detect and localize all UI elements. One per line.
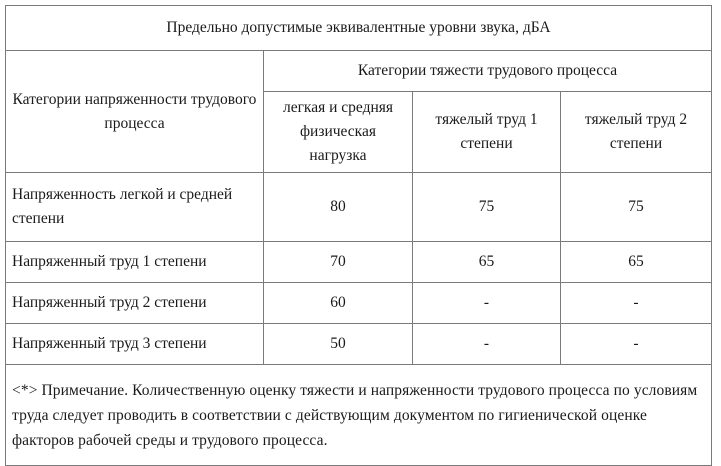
column-header-heavy-1: тяжелый труд 1 степени [412,91,561,173]
row-category-header: Категории напряженности трудового процес… [5,50,264,173]
row-label: Напряженный труд 1 степени [5,241,264,283]
column-header-light-medium: легкая и средняя физическая нагрузка [263,91,413,173]
table-cell: - [412,282,561,324]
noise-limits-table: Предельно допустимые эквивалентные уровн… [5,5,712,466]
table-cell: 75 [560,172,712,242]
table-cell: 80 [263,172,413,242]
table-cell: - [560,282,712,324]
table-cell: 70 [263,241,413,283]
table-footnote: <*> Примечание. Количественную оценку тя… [5,364,712,466]
table-row: Напряженный труд 1 степени 70 65 65 [5,241,712,283]
table-title-row: Предельно допустимые эквивалентные уровн… [5,5,712,51]
row-label: Напряженный труд 3 степени [5,323,264,365]
table-cell: 60 [263,282,413,324]
table-cell: 65 [560,241,712,283]
header-row: Категории напряженности трудового процес… [5,50,712,173]
column-group-header: Категории тяжести трудового процесса [263,50,712,92]
table-cell: 50 [263,323,413,365]
table-cell: - [560,323,712,365]
table-title: Предельно допустимые эквивалентные уровн… [5,5,712,51]
table-row: Напряженность легкой и средней степени 8… [5,172,712,242]
row-label: Напряженный труд 2 степени [5,282,264,324]
table-row: Напряженный труд 3 степени 50 - - [5,323,712,365]
table-cell: 65 [412,241,561,283]
row-label: Напряженность легкой и средней степени [5,172,264,242]
column-header-heavy-2: тяжелый труд 2 степени [560,91,712,173]
table-row: Напряженный труд 2 степени 60 - - [5,282,712,324]
note-row: <*> Примечание. Количественную оценку тя… [5,364,712,466]
table-cell: - [412,323,561,365]
subheader-row: легкая и средняя физическая нагрузка тяж… [6,91,712,173]
table-cell: 75 [412,172,561,242]
